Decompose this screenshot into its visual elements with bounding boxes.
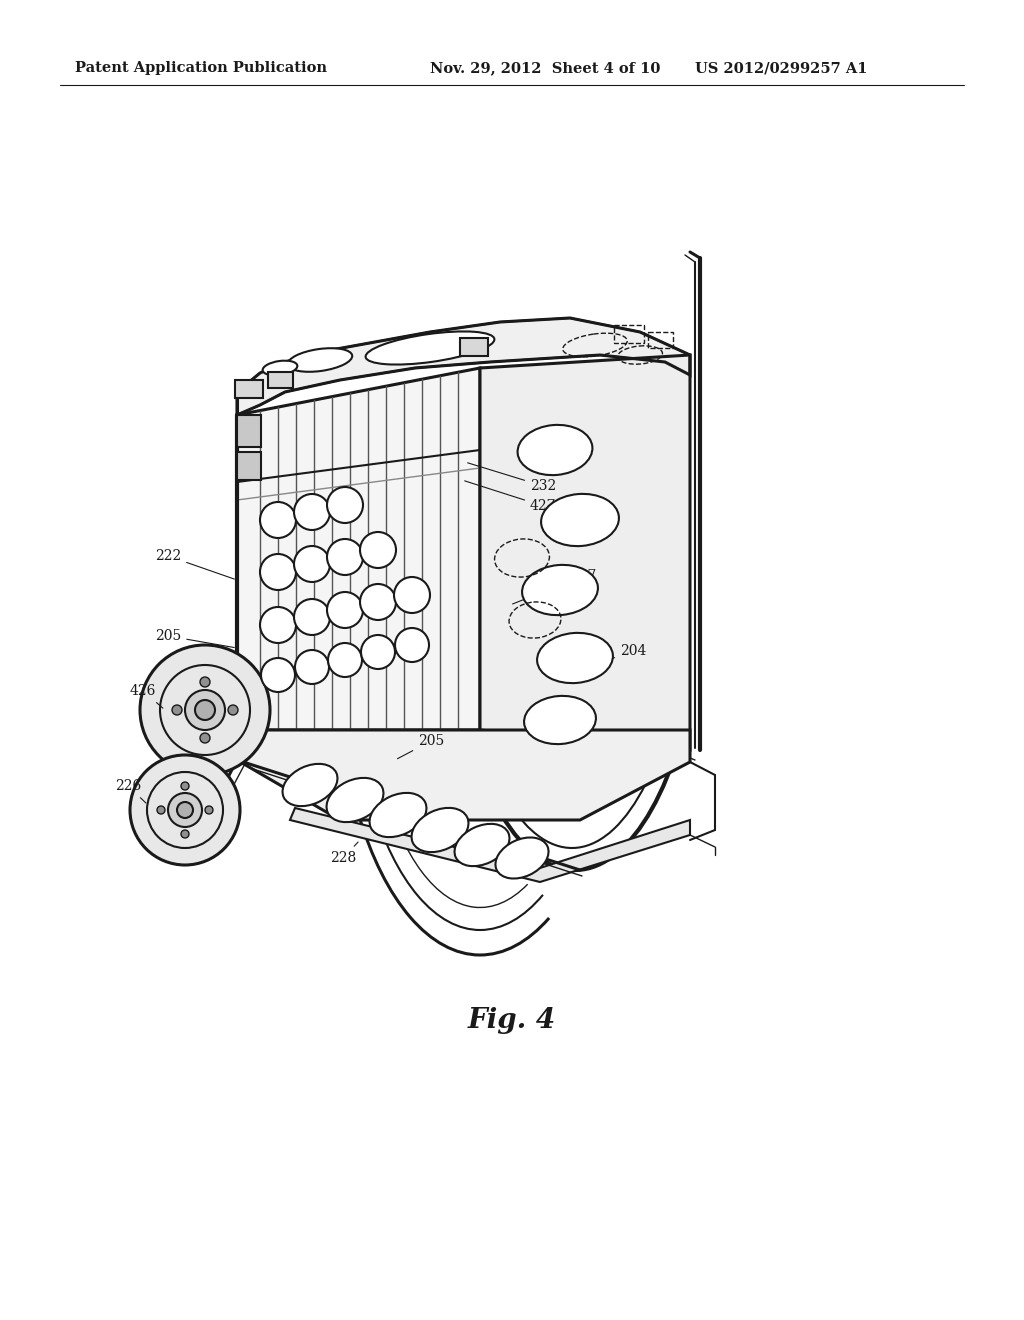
- Ellipse shape: [496, 837, 549, 879]
- Polygon shape: [237, 730, 690, 820]
- Circle shape: [200, 677, 210, 686]
- Circle shape: [394, 577, 430, 612]
- Circle shape: [327, 487, 362, 523]
- Circle shape: [395, 628, 429, 663]
- Circle shape: [260, 607, 296, 643]
- Text: Patent Application Publication: Patent Application Publication: [75, 61, 327, 75]
- Circle shape: [327, 591, 362, 628]
- Circle shape: [294, 546, 330, 582]
- Ellipse shape: [522, 565, 598, 615]
- Circle shape: [261, 657, 295, 692]
- Ellipse shape: [455, 824, 510, 866]
- Text: 227: 227: [513, 569, 596, 605]
- Circle shape: [168, 793, 202, 828]
- Circle shape: [177, 803, 193, 818]
- Text: Nov. 29, 2012  Sheet 4 of 10: Nov. 29, 2012 Sheet 4 of 10: [430, 61, 660, 75]
- Bar: [268, 372, 293, 388]
- Circle shape: [361, 635, 395, 669]
- Ellipse shape: [541, 494, 618, 546]
- Circle shape: [360, 532, 396, 568]
- Circle shape: [140, 645, 270, 775]
- Polygon shape: [237, 318, 690, 414]
- Circle shape: [294, 599, 330, 635]
- Circle shape: [260, 554, 296, 590]
- Text: 232: 232: [468, 463, 556, 492]
- Circle shape: [295, 649, 329, 684]
- Ellipse shape: [524, 696, 596, 744]
- Circle shape: [260, 502, 296, 539]
- Circle shape: [205, 807, 213, 814]
- Bar: [234, 380, 263, 399]
- Polygon shape: [237, 368, 480, 730]
- Circle shape: [294, 494, 330, 531]
- Circle shape: [185, 690, 225, 730]
- Polygon shape: [290, 808, 690, 882]
- Text: 222: 222: [155, 549, 234, 579]
- Circle shape: [172, 705, 182, 715]
- Text: 226: 226: [115, 779, 146, 803]
- Circle shape: [157, 807, 165, 814]
- Text: 427: 427: [465, 480, 556, 513]
- Text: 426: 426: [130, 684, 163, 708]
- Circle shape: [130, 755, 240, 865]
- Ellipse shape: [366, 331, 495, 364]
- Circle shape: [195, 700, 215, 719]
- Text: US 2012/0299257 A1: US 2012/0299257 A1: [695, 61, 867, 75]
- Text: 205: 205: [155, 630, 234, 648]
- Ellipse shape: [283, 764, 338, 807]
- Text: 205: 205: [397, 734, 444, 759]
- Circle shape: [328, 643, 362, 677]
- Bar: [648, 333, 673, 348]
- Circle shape: [181, 830, 189, 838]
- Circle shape: [360, 583, 396, 620]
- Ellipse shape: [537, 632, 613, 684]
- Circle shape: [200, 733, 210, 743]
- Text: 228: 228: [330, 842, 358, 865]
- Bar: [237, 451, 261, 480]
- Circle shape: [228, 705, 238, 715]
- Ellipse shape: [412, 808, 468, 853]
- Text: Fig. 4: Fig. 4: [468, 1006, 556, 1034]
- Circle shape: [181, 781, 189, 789]
- Ellipse shape: [370, 793, 426, 837]
- Polygon shape: [480, 355, 690, 750]
- Bar: [614, 325, 644, 343]
- Bar: [237, 414, 261, 447]
- Bar: [460, 338, 488, 356]
- Ellipse shape: [517, 425, 593, 475]
- Text: 204: 204: [583, 644, 646, 669]
- Ellipse shape: [327, 777, 383, 822]
- Circle shape: [327, 539, 362, 576]
- Ellipse shape: [262, 360, 297, 375]
- Ellipse shape: [288, 348, 352, 372]
